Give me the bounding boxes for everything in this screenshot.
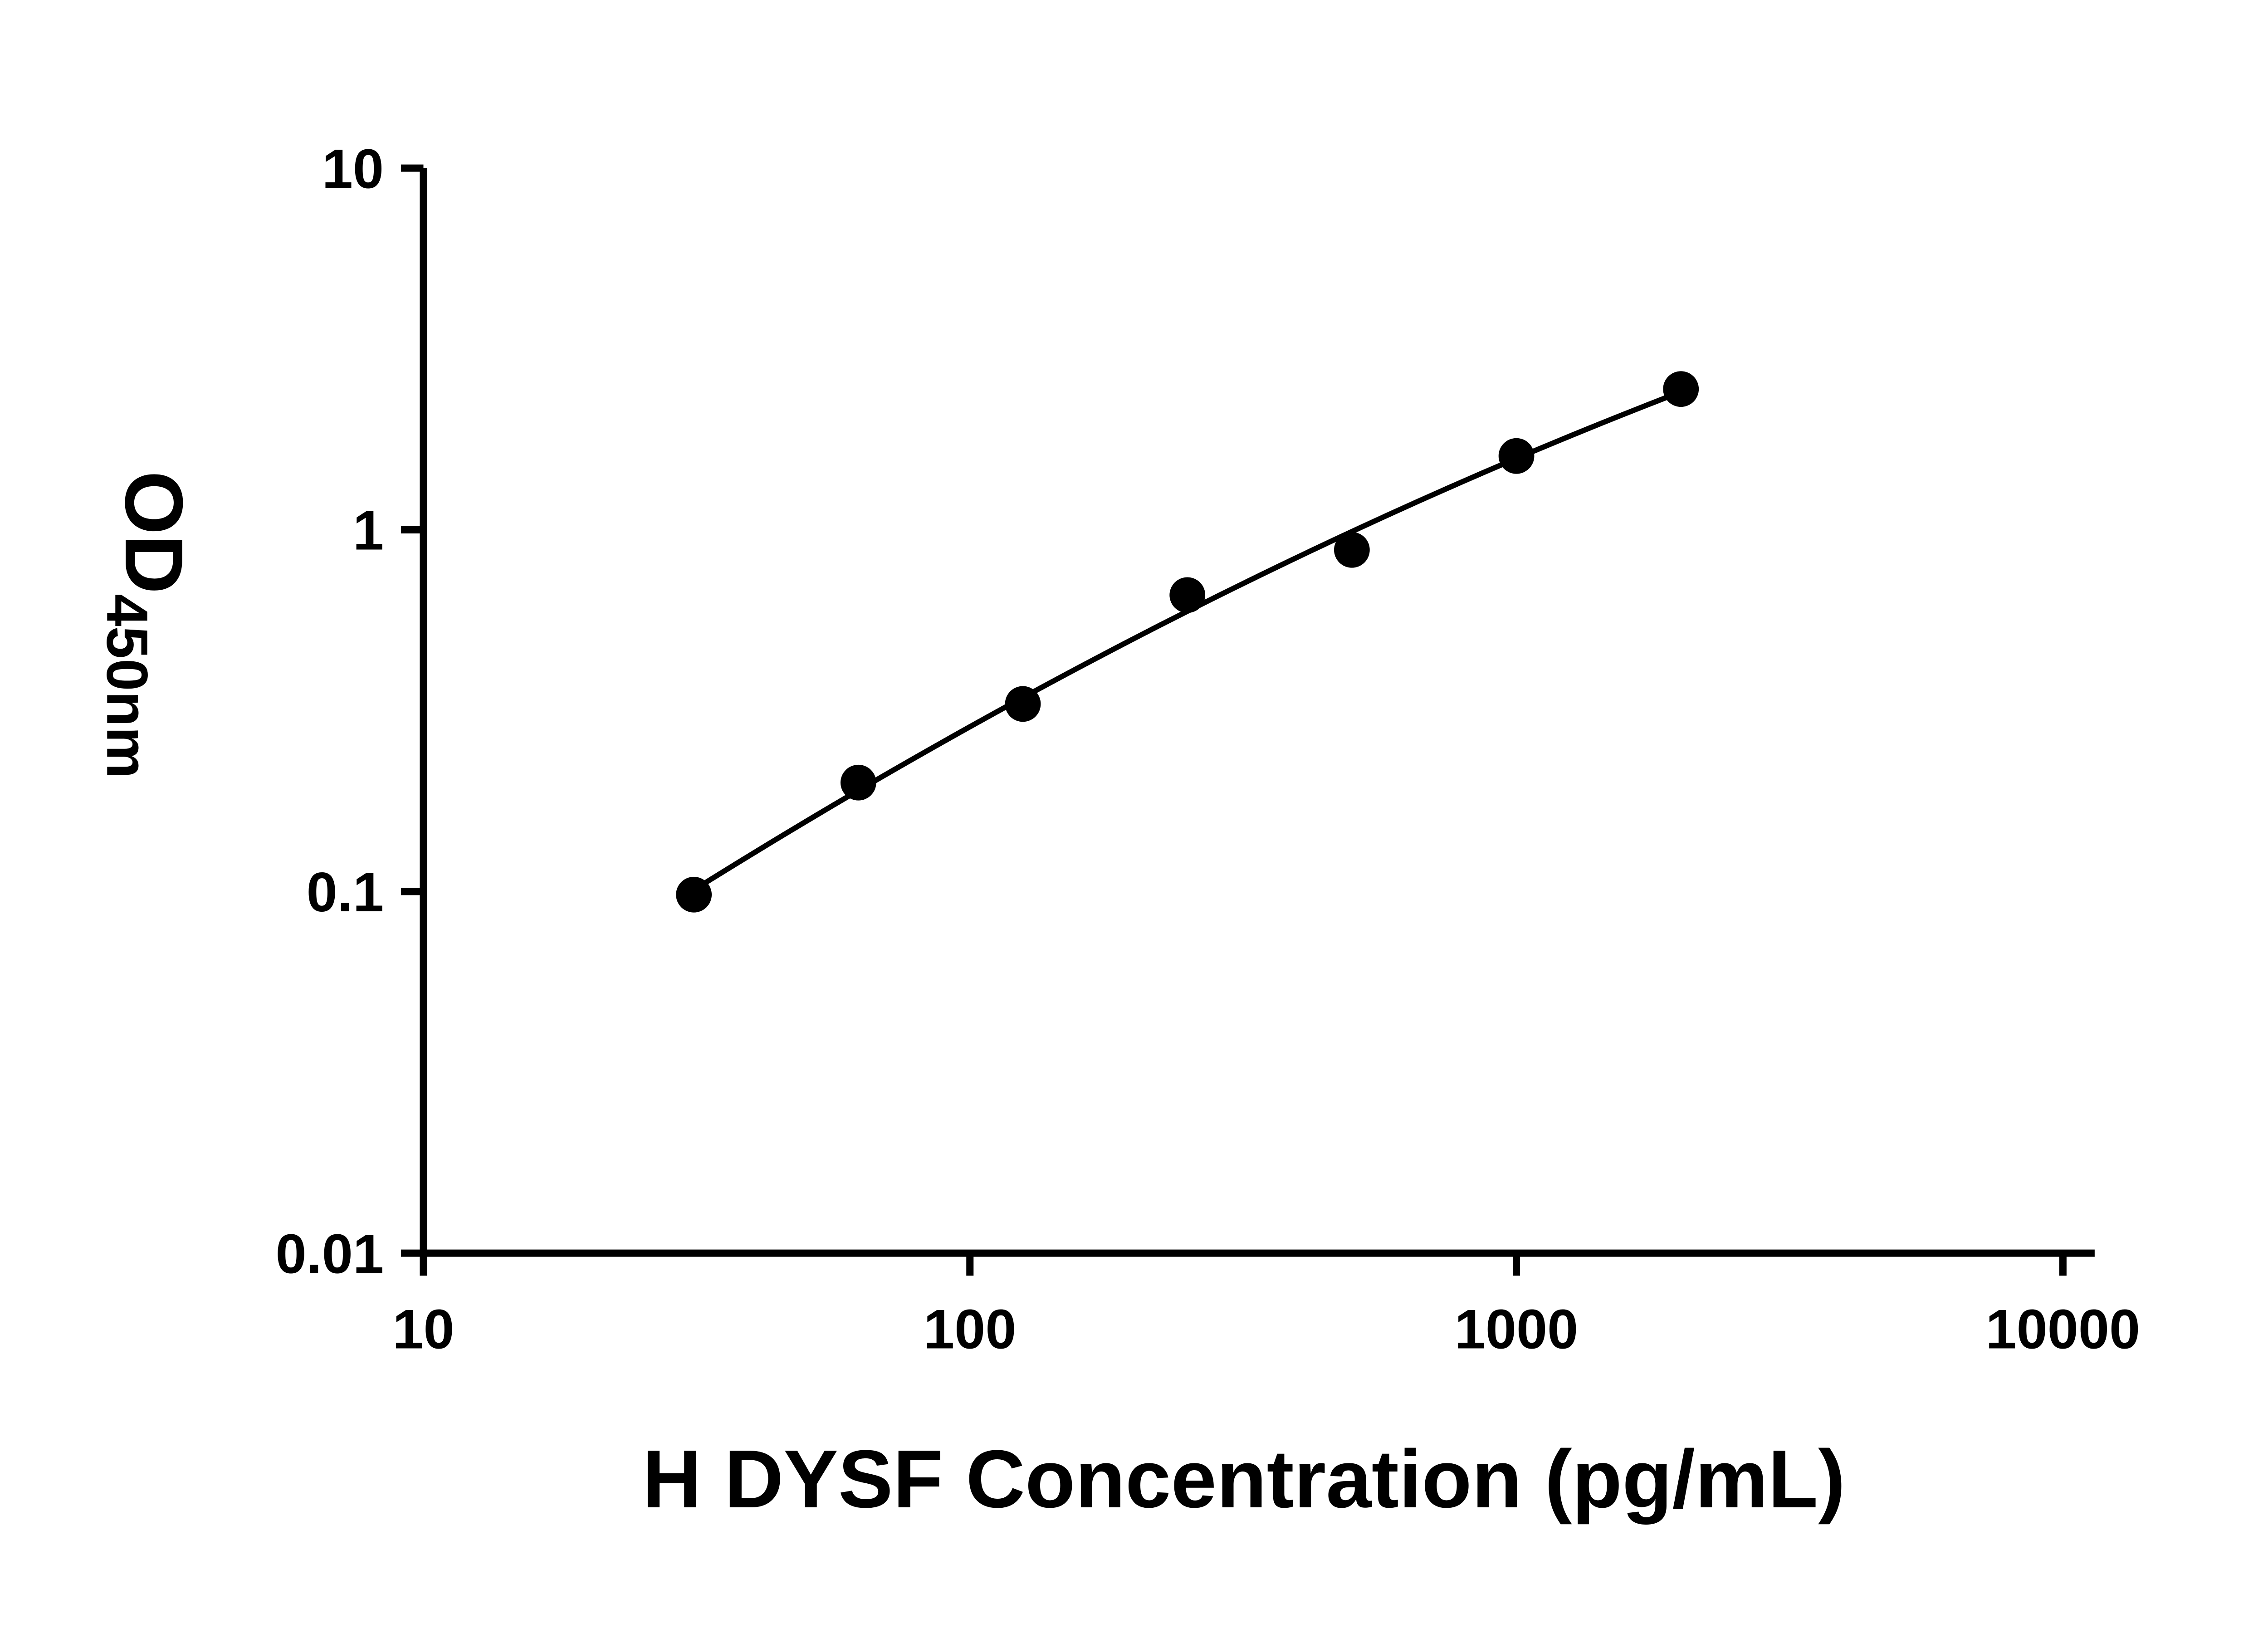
data-point — [1663, 371, 1699, 407]
y-tick-label: 0.1 — [307, 861, 384, 923]
data-point — [1005, 686, 1041, 722]
x-tick-label: 1000 — [1455, 1298, 1579, 1360]
x-ticks-layer: 10 100 1000 10000 — [392, 1253, 2140, 1360]
curve-layer — [691, 389, 1684, 893]
x-tick-label: 10000 — [1985, 1298, 2140, 1360]
data-point — [1498, 438, 1535, 474]
x-axis-title: H DYSF Concentration (pg/mL) — [642, 1433, 1846, 1525]
y-ticks-layer: 0.01 0.1 1 10 — [276, 137, 424, 1285]
axes-layer — [420, 168, 2095, 1257]
standard-curve-line — [691, 389, 1684, 893]
x-tick-label: 10 — [392, 1298, 454, 1360]
data-point — [840, 764, 876, 801]
data-point — [676, 876, 712, 913]
y-axis-title-main: OD — [108, 471, 200, 594]
points-layer — [676, 371, 1699, 913]
data-point — [1334, 532, 1370, 568]
x-tick-label: 100 — [924, 1298, 1016, 1360]
y-tick-label: 0.01 — [276, 1222, 384, 1285]
y-axis-title: OD450nm — [94, 471, 200, 778]
y-tick-label: 1 — [353, 499, 384, 562]
y-axis-title-subscript: 450nm — [94, 594, 159, 778]
data-point — [1169, 577, 1206, 613]
y-tick-label: 10 — [322, 137, 384, 200]
axis-lines — [420, 168, 2095, 1257]
